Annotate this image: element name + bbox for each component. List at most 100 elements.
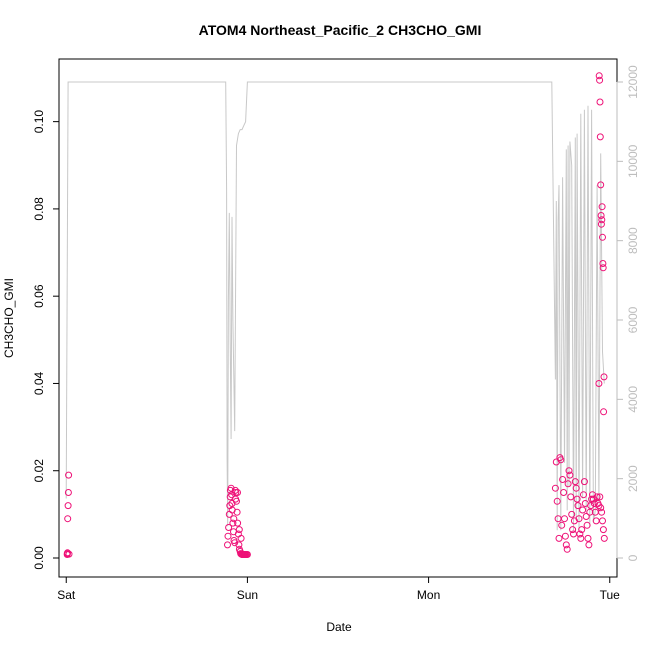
data-point: [235, 541, 243, 549]
data-point: [597, 181, 605, 189]
data-point: [561, 515, 568, 523]
data-point: [558, 521, 566, 529]
data-point: [600, 534, 608, 542]
data-point: [228, 500, 236, 507]
chart-title: ATOM4 Northeast_Pacific_2 CH3CHO_GMI: [199, 22, 482, 38]
x-tick-label: Tue: [600, 588, 621, 602]
y-tick-label: 0.00: [32, 546, 46, 570]
data-point: [590, 500, 598, 507]
data-point: [64, 502, 72, 510]
y-tick-label: 0.02: [32, 459, 46, 483]
altitude-line: [65, 81, 605, 531]
data-point: [230, 515, 238, 523]
data-point: [224, 532, 232, 540]
data-point: [233, 508, 241, 516]
data-point: [234, 519, 242, 527]
data-point: [599, 517, 606, 525]
data-point: [597, 220, 605, 228]
data-point: [557, 456, 565, 464]
right-tick-label: 2000: [626, 465, 640, 492]
data-point: [597, 212, 605, 219]
data-point: [600, 373, 608, 381]
data-point: [235, 526, 243, 534]
data-point: [562, 541, 570, 549]
data-point: [599, 264, 607, 272]
data-point: [565, 467, 573, 475]
data-point: [595, 502, 603, 510]
data-point: [582, 513, 590, 520]
data-point: [584, 534, 592, 542]
data-point: [65, 550, 73, 558]
data-point: [596, 76, 604, 84]
data-point: [593, 493, 601, 501]
x-tick-label: Mon: [417, 588, 440, 602]
data-point: [589, 495, 597, 503]
y-tick-label: 0.06: [32, 284, 46, 308]
data-point: [567, 493, 575, 501]
data-point: [229, 519, 237, 527]
plot-frame: [58, 58, 618, 578]
data-point: [595, 72, 603, 80]
data-point: [232, 495, 240, 503]
data-point: [570, 530, 577, 538]
data-point: [569, 526, 577, 534]
y-axis: 0.00 0.02 0.04 0.06 0.08 0.10: [32, 110, 60, 570]
data-point: [64, 515, 72, 523]
right-tick-label: 12000: [626, 65, 640, 99]
data-point: [225, 524, 233, 531]
data-point: [579, 506, 587, 514]
right-tick-label: 4000: [626, 386, 640, 413]
data-point: [577, 534, 585, 542]
data-point: [576, 530, 584, 538]
data-point: [561, 532, 569, 540]
altitude-line-layer: [65, 81, 605, 531]
data-point: [227, 484, 235, 492]
data-point: [551, 484, 559, 492]
data-point: [64, 489, 72, 496]
data-point: [596, 133, 604, 141]
data-point: [234, 489, 241, 496]
data-point: [566, 471, 574, 479]
x-tick-label: Sat: [57, 588, 76, 602]
x-axis-label: Date: [326, 620, 352, 634]
x-tick-label: Sun: [237, 588, 258, 602]
data-point: [573, 495, 581, 503]
data-point: [585, 541, 593, 549]
data-point: [559, 476, 567, 483]
data-point: [555, 534, 563, 542]
y-tick-label: 0.08: [32, 197, 46, 221]
data-point: [553, 497, 561, 505]
right-tick-label: 0: [626, 554, 640, 561]
data-point: [554, 515, 562, 523]
right-tick-label: 8000: [626, 227, 640, 254]
data-point: [595, 380, 603, 387]
x-axis: Sat Sun Mon Tue: [57, 576, 621, 602]
data-point: [237, 534, 245, 542]
data-point: [65, 471, 73, 479]
right-y-axis: 0 2000 4000 6000 8000 10000 12000: [616, 65, 640, 561]
data-point: [578, 526, 586, 534]
data-point: [599, 526, 607, 534]
data-point: [587, 502, 595, 510]
data-point: [243, 551, 251, 558]
data-points-layer: [63, 72, 608, 558]
data-point: [600, 408, 608, 416]
data-point: [598, 216, 606, 224]
data-point: [580, 491, 587, 499]
right-tick-label: 10000: [626, 144, 640, 178]
data-point: [598, 508, 606, 516]
data-point: [575, 515, 583, 523]
data-point: [231, 539, 239, 547]
data-point: [571, 478, 579, 486]
data-point: [224, 541, 231, 549]
data-point: [574, 502, 582, 510]
data-point: [596, 98, 604, 106]
data-point: [572, 484, 580, 492]
data-point: [583, 521, 591, 529]
right-tick-label: 6000: [626, 306, 640, 333]
data-point: [568, 510, 576, 518]
data-point: [597, 504, 605, 512]
y-tick-label: 0.04: [32, 371, 46, 395]
data-point: [599, 260, 607, 267]
